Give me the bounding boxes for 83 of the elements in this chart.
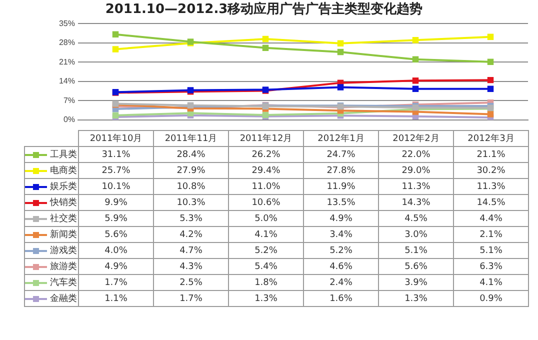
x-tick-label: 2011年11月 — [154, 130, 228, 146]
data-label: 2.4% — [304, 274, 378, 290]
legend-label: 快销类 — [24, 194, 78, 210]
data-label: 4.4% — [454, 210, 528, 226]
data-label: 5.4% — [228, 258, 304, 274]
data-label: 4.3% — [154, 258, 228, 274]
x-tick-label: 2012年1月 — [304, 130, 378, 146]
data-label: 11.0% — [228, 178, 304, 194]
data-label: 4.1% — [228, 226, 304, 242]
data-label: 27.8% — [304, 162, 378, 178]
data-label: 6.3% — [454, 258, 528, 274]
data-label: 5.1% — [378, 242, 454, 258]
data-label: 1.7% — [78, 274, 154, 290]
data-label: 21.1% — [454, 146, 528, 162]
legend-label: 电商类 — [24, 162, 78, 178]
data-label: 29.0% — [378, 162, 454, 178]
data-label: 11.3% — [378, 178, 454, 194]
data-label: 31.1% — [78, 146, 154, 162]
data-label: 4.9% — [78, 258, 154, 274]
data-label: 1.8% — [228, 274, 304, 290]
data-label: 10.3% — [154, 194, 228, 210]
data-label: 30.2% — [454, 162, 528, 178]
data-label: 5.2% — [228, 242, 304, 258]
x-tick-label: 2011年10月 — [78, 130, 154, 146]
data-label: 2.5% — [154, 274, 228, 290]
data-label: 5.6% — [378, 258, 454, 274]
data-label: 5.6% — [78, 226, 154, 242]
data-label: 14.3% — [378, 194, 454, 210]
data-label: 4.5% — [378, 210, 454, 226]
data-label: 11.3% — [454, 178, 528, 194]
data-label: 10.8% — [154, 178, 228, 194]
data-label: 4.2% — [154, 226, 228, 242]
data-label: 3.0% — [378, 226, 454, 242]
y-tick-label: 28% — [58, 38, 75, 48]
y-tick-label: 14% — [58, 76, 75, 86]
data-label: 11.9% — [304, 178, 378, 194]
x-tick-label: 2012年3月 — [454, 130, 528, 146]
data-label: 1.7% — [154, 290, 228, 306]
data-label: 3.4% — [304, 226, 378, 242]
legend-label: 游戏类 — [24, 242, 78, 258]
data-label: 27.9% — [154, 162, 228, 178]
data-label: 5.1% — [454, 242, 528, 258]
data-label: 28.4% — [154, 146, 228, 162]
data-label: 22.0% — [378, 146, 454, 162]
data-label: 24.7% — [304, 146, 378, 162]
legend-label: 社交类 — [24, 210, 78, 226]
data-label: 13.5% — [304, 194, 378, 210]
data-label: 1.1% — [78, 290, 154, 306]
data-label: 26.2% — [228, 146, 304, 162]
legend-label: 娱乐类 — [24, 178, 78, 194]
y-tick-label: 35% — [58, 18, 75, 28]
x-tick-label: 2012年2月 — [378, 130, 454, 146]
data-label: 1.3% — [228, 290, 304, 306]
data-label: 10.6% — [228, 194, 304, 210]
legend-label: 新闻类 — [24, 226, 78, 242]
legend-label: 汽车类 — [24, 274, 78, 290]
data-label: 5.3% — [154, 210, 228, 226]
x-tick-label: 2011年12月 — [228, 130, 304, 146]
data-label: 1.3% — [378, 290, 454, 306]
data-label: 9.9% — [78, 194, 154, 210]
data-label: 3.9% — [378, 274, 454, 290]
data-label: 4.7% — [154, 242, 228, 258]
y-tick-label: 7% — [63, 96, 75, 105]
data-label: 2.1% — [454, 226, 528, 242]
data-label: 5.9% — [78, 210, 154, 226]
data-label: 29.4% — [228, 162, 304, 178]
data-label: 4.0% — [78, 242, 154, 258]
legend-label: 金融类 — [24, 290, 78, 306]
data-label: 10.1% — [78, 178, 154, 194]
data-label: 5.0% — [228, 210, 304, 226]
data-label: 14.5% — [454, 194, 528, 210]
data-label: 0.9% — [454, 290, 528, 306]
data-label: 5.2% — [304, 242, 378, 258]
data-label: 25.7% — [78, 162, 154, 178]
y-tick-label: 0% — [63, 115, 75, 124]
data-label: 1.6% — [304, 290, 378, 306]
y-tick-label: 21% — [58, 57, 75, 66]
data-label: 4.1% — [454, 274, 528, 290]
data-label: 4.9% — [304, 210, 378, 226]
data-label: 4.6% — [304, 258, 378, 274]
legend-label: 工具类 — [24, 146, 78, 162]
chart-title: 2011.10—2012.3移动应用广告广告主类型变化趋势 — [105, 1, 423, 18]
legend-label: 旅游类 — [24, 258, 78, 274]
